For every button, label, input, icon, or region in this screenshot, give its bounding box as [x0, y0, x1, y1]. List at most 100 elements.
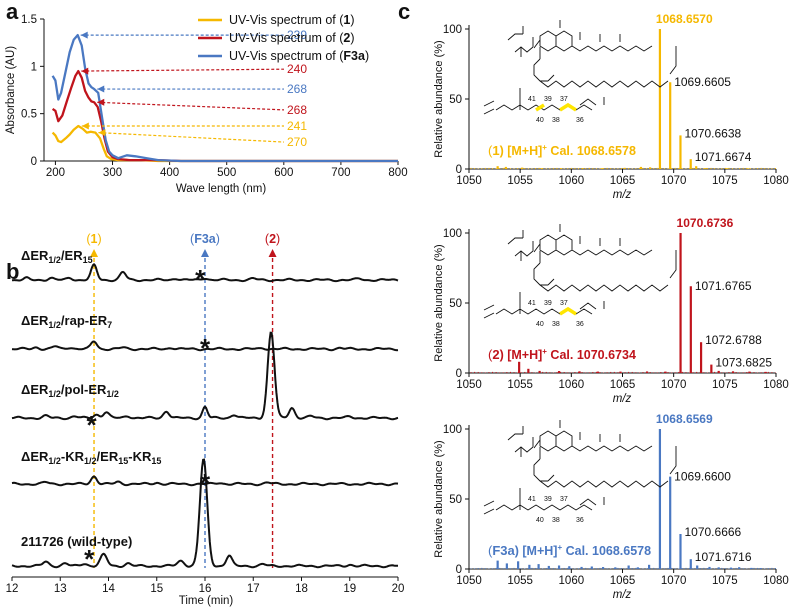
annotation-label: 241 [287, 119, 307, 133]
legend-text: ) [350, 31, 354, 45]
calc-text-bold: 2 [492, 347, 499, 362]
x-tick-label: 1065 [610, 575, 636, 587]
peak-label: 1070.6666 [684, 525, 741, 539]
x-tick-label: 1080 [763, 175, 789, 187]
peak-label: 1070.6736 [677, 216, 734, 230]
atom-number: 40 [536, 117, 544, 124]
x-axis-title: m/z [613, 589, 632, 601]
legend-text: UV-Vis spectrum of ( [229, 13, 344, 27]
y-tick-label: 100 [443, 24, 462, 36]
calc-text: ( [488, 347, 493, 362]
x-tick-label: 15 [150, 583, 163, 595]
structure-highlight [535, 103, 545, 112]
peak-label: 1068.6570 [656, 12, 713, 26]
x-tick-label: 1060 [559, 575, 585, 587]
peak-label: 1070.6638 [684, 126, 741, 140]
y-tick-label: 100 [443, 424, 462, 436]
calc-text: ( [488, 143, 493, 158]
x-tick-label: 1065 [610, 175, 636, 187]
legend-text: ) [350, 13, 354, 27]
y-tick-label: 0 [456, 564, 462, 576]
calc-mass-label: (F3a) [M+H]+ Cal. 1068.6578 [488, 543, 651, 558]
peak-label: 1069.6605 [674, 75, 731, 89]
marker-label: (2) [265, 232, 280, 246]
annotation-arrow [81, 122, 89, 130]
chromatogram-trace [11, 458, 398, 569]
x-axis-title: m/z [613, 393, 632, 405]
atom-number: 39 [544, 496, 552, 503]
marker-arrow [201, 249, 209, 257]
peak-star: * [200, 333, 211, 363]
x-tick-label: 1065 [610, 379, 636, 391]
marker-label-text: ( [86, 232, 91, 246]
legend-text: UV-Vis spectrum of ( [229, 49, 344, 63]
trace-label-sub: 1/2 [48, 389, 61, 399]
legend-text-bold: F3a [343, 49, 366, 63]
atom-number: 38 [552, 517, 560, 524]
annotation-label: 240 [287, 62, 307, 76]
chromatogram-trace [11, 475, 399, 487]
x-tick-label: 200 [46, 167, 65, 179]
legend-text: ) [365, 49, 369, 63]
trace-label-sub: 1/2 [84, 456, 97, 466]
atom-number: 39 [544, 96, 552, 103]
x-tick-label: 500 [217, 167, 236, 179]
trace-label-text: ΔER [21, 313, 49, 328]
x-tick-label: 1070 [661, 379, 687, 391]
x-tick-label: 1050 [456, 575, 482, 587]
mass-spectrum-F3a: 0 50 100 1050 1055 1060 1065 1070 1075 1080 m/z Rel… [433, 412, 789, 601]
panel-label-c: c [398, 0, 410, 24]
y-tick-label: 0 [31, 156, 37, 168]
panel-label-b: b [6, 259, 19, 284]
y-axis-title: Absorbance (AU) [5, 46, 17, 134]
x-tick-label: 1070 [661, 575, 687, 587]
structure-bonds [483, 224, 677, 319]
peak-label: 1073.6825 [715, 356, 772, 370]
y-tick-label: 1 [31, 61, 37, 73]
peak-label: 1071.6716 [695, 550, 752, 564]
calc-mass-label: (2) [M+H]+ Cal. 1070.6734 [488, 347, 636, 362]
annotation-arrow [97, 85, 105, 93]
calc-text-bold: 1 [492, 143, 499, 158]
x-tick-label: 1050 [456, 379, 482, 391]
structure-highlight [559, 102, 577, 112]
x-tick-label: 400 [160, 167, 179, 179]
peak-label: 1071.6765 [695, 279, 752, 293]
chromatogram-trace [11, 340, 399, 352]
y-axis-title: Relative abundance (%) [433, 440, 445, 557]
peak-label: 1068.6569 [656, 412, 713, 426]
structure-bonds [483, 420, 677, 515]
trace-label-text: 211726 (wild-type) [21, 534, 132, 549]
calc-text-sup: + [542, 143, 547, 152]
calc-text: Cal. 1068.6578 [562, 544, 651, 558]
trace-label: ΔER1/2/rap-ER7 [21, 313, 112, 330]
legend-entry: UV-Vis spectrum of (2) [229, 31, 355, 45]
trace-label-sub: 1/2 [48, 255, 61, 265]
panel-label-a: a [6, 0, 19, 24]
y-axis-title: Relative abundance (%) [433, 244, 445, 361]
calc-mass-label: (1) [M+H]+ Cal. 1068.6578 [488, 143, 636, 158]
atom-number: 41 [528, 96, 536, 103]
peak-label: 1071.6674 [695, 150, 752, 164]
marker-label: (F3a) [190, 232, 220, 246]
calc-text-sup: + [542, 347, 547, 356]
y-tick-label: 100 [443, 228, 462, 240]
calc-text: ) [M+H] [515, 544, 558, 558]
x-tick-label: 12 [6, 583, 19, 595]
trace-label-text: -KR [128, 449, 152, 464]
x-tick-label: 1050 [456, 175, 482, 187]
trace-label: 211726 (wild-type) [21, 534, 132, 549]
trace-label-sub: 1/2 [106, 389, 119, 399]
x-tick-label: 700 [331, 167, 350, 179]
peak-star: * [195, 264, 206, 294]
chemical-structure: 41 40 39 38 37 36 [483, 420, 677, 524]
legend-text: UV-Vis spectrum of ( [229, 31, 344, 45]
structure-bonds [483, 20, 677, 115]
atom-number: 39 [544, 300, 552, 307]
trace-label-text: /pol-ER [61, 382, 107, 397]
x-axis-title: Time (min) [179, 595, 234, 607]
marker-label-bold: F3a [194, 232, 217, 246]
x-tick-label: 1075 [712, 175, 738, 187]
annotation-arrow [80, 31, 88, 39]
